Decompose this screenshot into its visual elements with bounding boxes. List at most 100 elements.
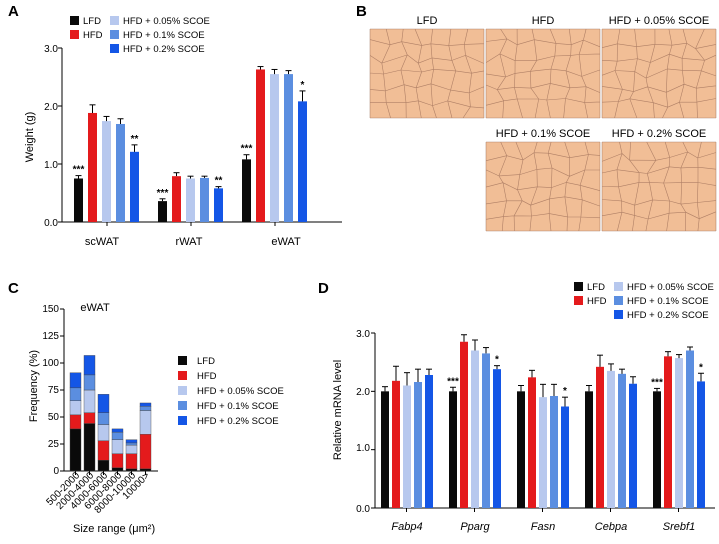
legend-label: HFD + 0.2% SCOE	[197, 416, 279, 427]
panel-c-stacked-segment	[97, 394, 110, 413]
panel-c-ylabel: Frequency (%)	[28, 350, 40, 422]
panel-c-stacked-segment	[139, 410, 152, 435]
panel-c-stacked-segment	[97, 412, 110, 425]
panel-a-bar	[74, 178, 83, 222]
panel-c-stacked-segment	[125, 439, 138, 444]
cell-membrane-network	[485, 28, 601, 119]
panel-c-ytick: 25	[48, 439, 60, 450]
panel-a-ytick: 1.0	[44, 160, 58, 171]
legend-label: LFD	[587, 282, 605, 293]
legend-swatch-scoe-02	[110, 44, 119, 53]
panel-d-gene-label: Srebf1	[663, 521, 695, 533]
panel-a-bar	[284, 74, 293, 222]
legend-label: HFD + 0.1% SCOE	[627, 296, 709, 307]
panel-d-bar	[664, 356, 672, 508]
cell-membrane-network	[601, 28, 717, 119]
panel-letter-d: D	[318, 280, 329, 297]
panel-d-mrna-chart: Relative mRNA level 0.0 1.0 2.0 3.0 Fabp…	[332, 282, 715, 533]
panel-a-y-tick-labels: 0.0 1.0 2.0 3.0	[44, 44, 58, 229]
panel-d-gene-label: Cebpa	[595, 521, 627, 533]
panel-c-stacked-segment	[139, 468, 152, 472]
panel-d-bar	[471, 350, 479, 508]
panel-c-x-tick-labels: 500-2000 2000-4000 4000-6000 6000-8000 8…	[44, 470, 152, 516]
panel-letter-a: A	[8, 3, 19, 20]
panel-d-bar	[596, 366, 604, 508]
micrograph-tile	[369, 28, 485, 119]
legend-swatch-scoe-005	[110, 16, 119, 25]
panel-d-bar	[449, 391, 457, 508]
panel-c-stacked-segment	[69, 414, 82, 430]
panel-c-stacked-segment	[125, 468, 138, 472]
panel-c-stacked-segment	[125, 453, 138, 470]
panel-d-bar	[539, 397, 547, 508]
panel-letter-b: B	[356, 3, 367, 20]
panel-a-legend: LFD HFD HFD + 0.05% SCOE HFD + 0.1% SCOE…	[70, 16, 210, 55]
panel-d-bar	[381, 391, 389, 508]
panel-a-bar	[102, 121, 111, 222]
legend-swatch-lfd	[70, 16, 79, 25]
panel-a-ylabel: Weight (g)	[24, 112, 36, 163]
legend-swatch-scoe-01	[178, 401, 187, 410]
panel-c-stacked-segment	[111, 467, 124, 472]
panel-d-bar	[629, 383, 637, 508]
legend-swatch-scoe-02	[178, 416, 187, 425]
panel-d-bar	[561, 406, 569, 508]
panel-d-bar	[403, 385, 411, 508]
panel-d-significance-label: ***	[651, 377, 663, 388]
panel-d-significance-label: *	[699, 362, 703, 373]
micrograph-tile	[601, 141, 717, 232]
panel-c-stacked-segment	[69, 387, 82, 401]
cell-membrane-network	[601, 141, 717, 232]
panel-c-title: eWAT	[80, 302, 110, 314]
panel-a-bar	[298, 101, 307, 222]
panel-d-ytick: 3.0	[356, 329, 370, 340]
panel-d-bar	[607, 370, 615, 508]
panel-a-category-label: scWAT	[85, 236, 119, 248]
panel-c-y-tick-labels: 0 25 50 75 100 125 150	[42, 304, 59, 477]
panel-d-significance-label: *	[495, 355, 499, 366]
panel-c-stacked-segment	[83, 423, 96, 472]
panel-a-significance-label: **	[215, 176, 223, 187]
micrograph-tile	[601, 28, 717, 119]
legend-swatch-scoe-01	[614, 296, 623, 305]
panel-a-x-tick-labels: scWAT rWAT eWAT	[85, 236, 301, 248]
panel-b-histology: LFD HFD HFD + 0.05% SCOE HFD + 0.1% SCOE…	[369, 15, 717, 232]
panel-d-y-tick-labels: 0.0 1.0 2.0 3.0	[356, 329, 370, 515]
panel-d-gene-label: Fabp4	[391, 521, 422, 533]
micrograph-tile	[485, 141, 601, 232]
panel-c-ytick: 125	[42, 331, 59, 342]
panel-d-gene-label: Fasn	[531, 521, 555, 533]
panel-c-stacked-segment	[111, 439, 124, 454]
panel-a-significance-label: ***	[241, 144, 253, 155]
panel-c-stacked-segment	[83, 412, 96, 424]
panel-d-bar	[517, 391, 525, 508]
panel-a-significance-label: ***	[73, 165, 85, 176]
panel-c-stacked-segment	[139, 434, 152, 470]
micrograph-label: HFD	[532, 15, 555, 27]
panel-c-stacked-segment	[97, 424, 110, 441]
legend-swatch-scoe-005	[178, 386, 187, 395]
panel-d-legend: LFD HFD HFD + 0.05% SCOE HFD + 0.1% SCOE…	[574, 282, 714, 321]
panel-a-bar	[116, 123, 125, 222]
panel-a-category-label: rWAT	[176, 236, 203, 248]
panel-c-legend: LFD HFD HFD + 0.05% SCOE HFD + 0.1% SCOE…	[178, 356, 284, 427]
cell-membrane-network	[369, 28, 485, 119]
panel-d-bar	[425, 375, 433, 508]
panel-c-stacked-segment	[97, 460, 110, 472]
panel-c-stacked-segment	[111, 428, 124, 433]
panel-a-significance-label: ***	[157, 188, 169, 199]
legend-label: HFD	[83, 30, 103, 41]
panel-d-bar	[550, 396, 558, 508]
panel-a-ytick: 2.0	[44, 102, 58, 113]
panel-d-bar	[392, 380, 400, 508]
panel-d-ytick: 1.0	[356, 443, 370, 454]
legend-label: HFD + 0.05% SCOE	[627, 282, 714, 293]
panel-d-bar	[482, 353, 490, 508]
panel-d-significance-label: ***	[447, 376, 459, 387]
panel-d-bar	[618, 373, 626, 508]
legend-swatch-scoe-02	[614, 310, 623, 319]
panel-c-stacked-segment	[83, 389, 96, 413]
panel-a-bar	[242, 159, 251, 222]
legend-label: HFD + 0.1% SCOE	[123, 30, 205, 41]
